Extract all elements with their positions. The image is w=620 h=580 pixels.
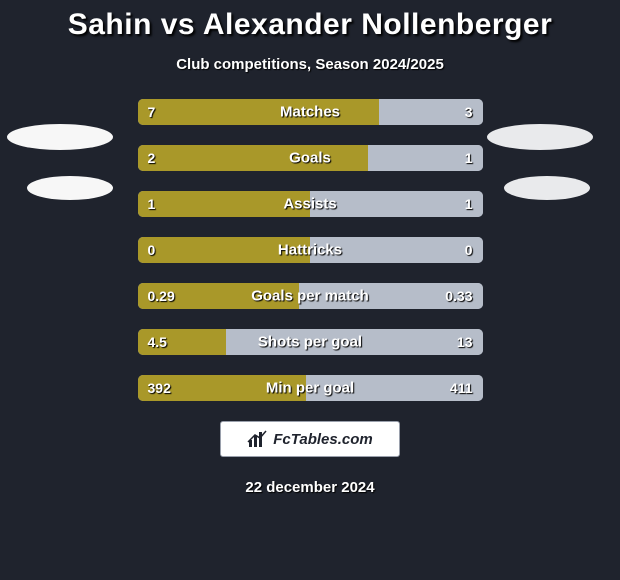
chart-icon <box>247 429 267 449</box>
stat-label: Min per goal <box>266 380 354 397</box>
value-left: 2 <box>148 150 156 166</box>
value-left: 7 <box>148 104 156 120</box>
stat-row-goals: 2 1 Goals <box>138 145 483 171</box>
stat-row-min-per-goal: 392 411 Min per goal <box>138 375 483 401</box>
stat-label: Hattricks <box>278 242 342 259</box>
decor-ellipse-right-3 <box>504 176 590 200</box>
page-title: Sahin vs Alexander Nollenberger <box>0 0 620 42</box>
stat-row-matches: 7 3 Matches <box>138 99 483 125</box>
bar-left <box>138 99 380 125</box>
decor-ellipse-left-0 <box>7 124 113 150</box>
value-left: 4.5 <box>148 334 167 350</box>
subtitle: Club competitions, Season 2024/2025 <box>0 56 620 73</box>
stat-row-shots-per-goal: 4.5 13 Shots per goal <box>138 329 483 355</box>
value-left: 1 <box>148 196 156 212</box>
value-left: 392 <box>148 380 171 396</box>
stat-label: Shots per goal <box>258 334 362 351</box>
stat-row-goals-per-match: 0.29 0.33 Goals per match <box>138 283 483 309</box>
decor-ellipse-right-2 <box>487 124 593 150</box>
stat-label: Matches <box>280 104 340 121</box>
value-left: 0 <box>148 242 156 258</box>
stat-row-assists: 1 1 Assists <box>138 191 483 217</box>
source-badge: FcTables.com <box>220 421 400 457</box>
stat-label: Goals <box>289 150 331 167</box>
decor-ellipse-left-1 <box>27 176 113 200</box>
stat-label: Assists <box>283 196 336 213</box>
value-right: 0.33 <box>445 288 472 304</box>
date-label: 22 december 2024 <box>0 479 620 496</box>
source-text: FcTables.com <box>273 431 372 448</box>
value-left: 0.29 <box>148 288 175 304</box>
value-right: 1 <box>465 196 473 212</box>
value-right: 1 <box>465 150 473 166</box>
value-right: 13 <box>457 334 473 350</box>
stat-row-hattricks: 0 0 Hattricks <box>138 237 483 263</box>
value-right: 3 <box>465 104 473 120</box>
value-right: 411 <box>450 380 473 396</box>
stat-label: Goals per match <box>251 288 369 305</box>
value-right: 0 <box>465 242 473 258</box>
bar-left <box>138 145 368 171</box>
